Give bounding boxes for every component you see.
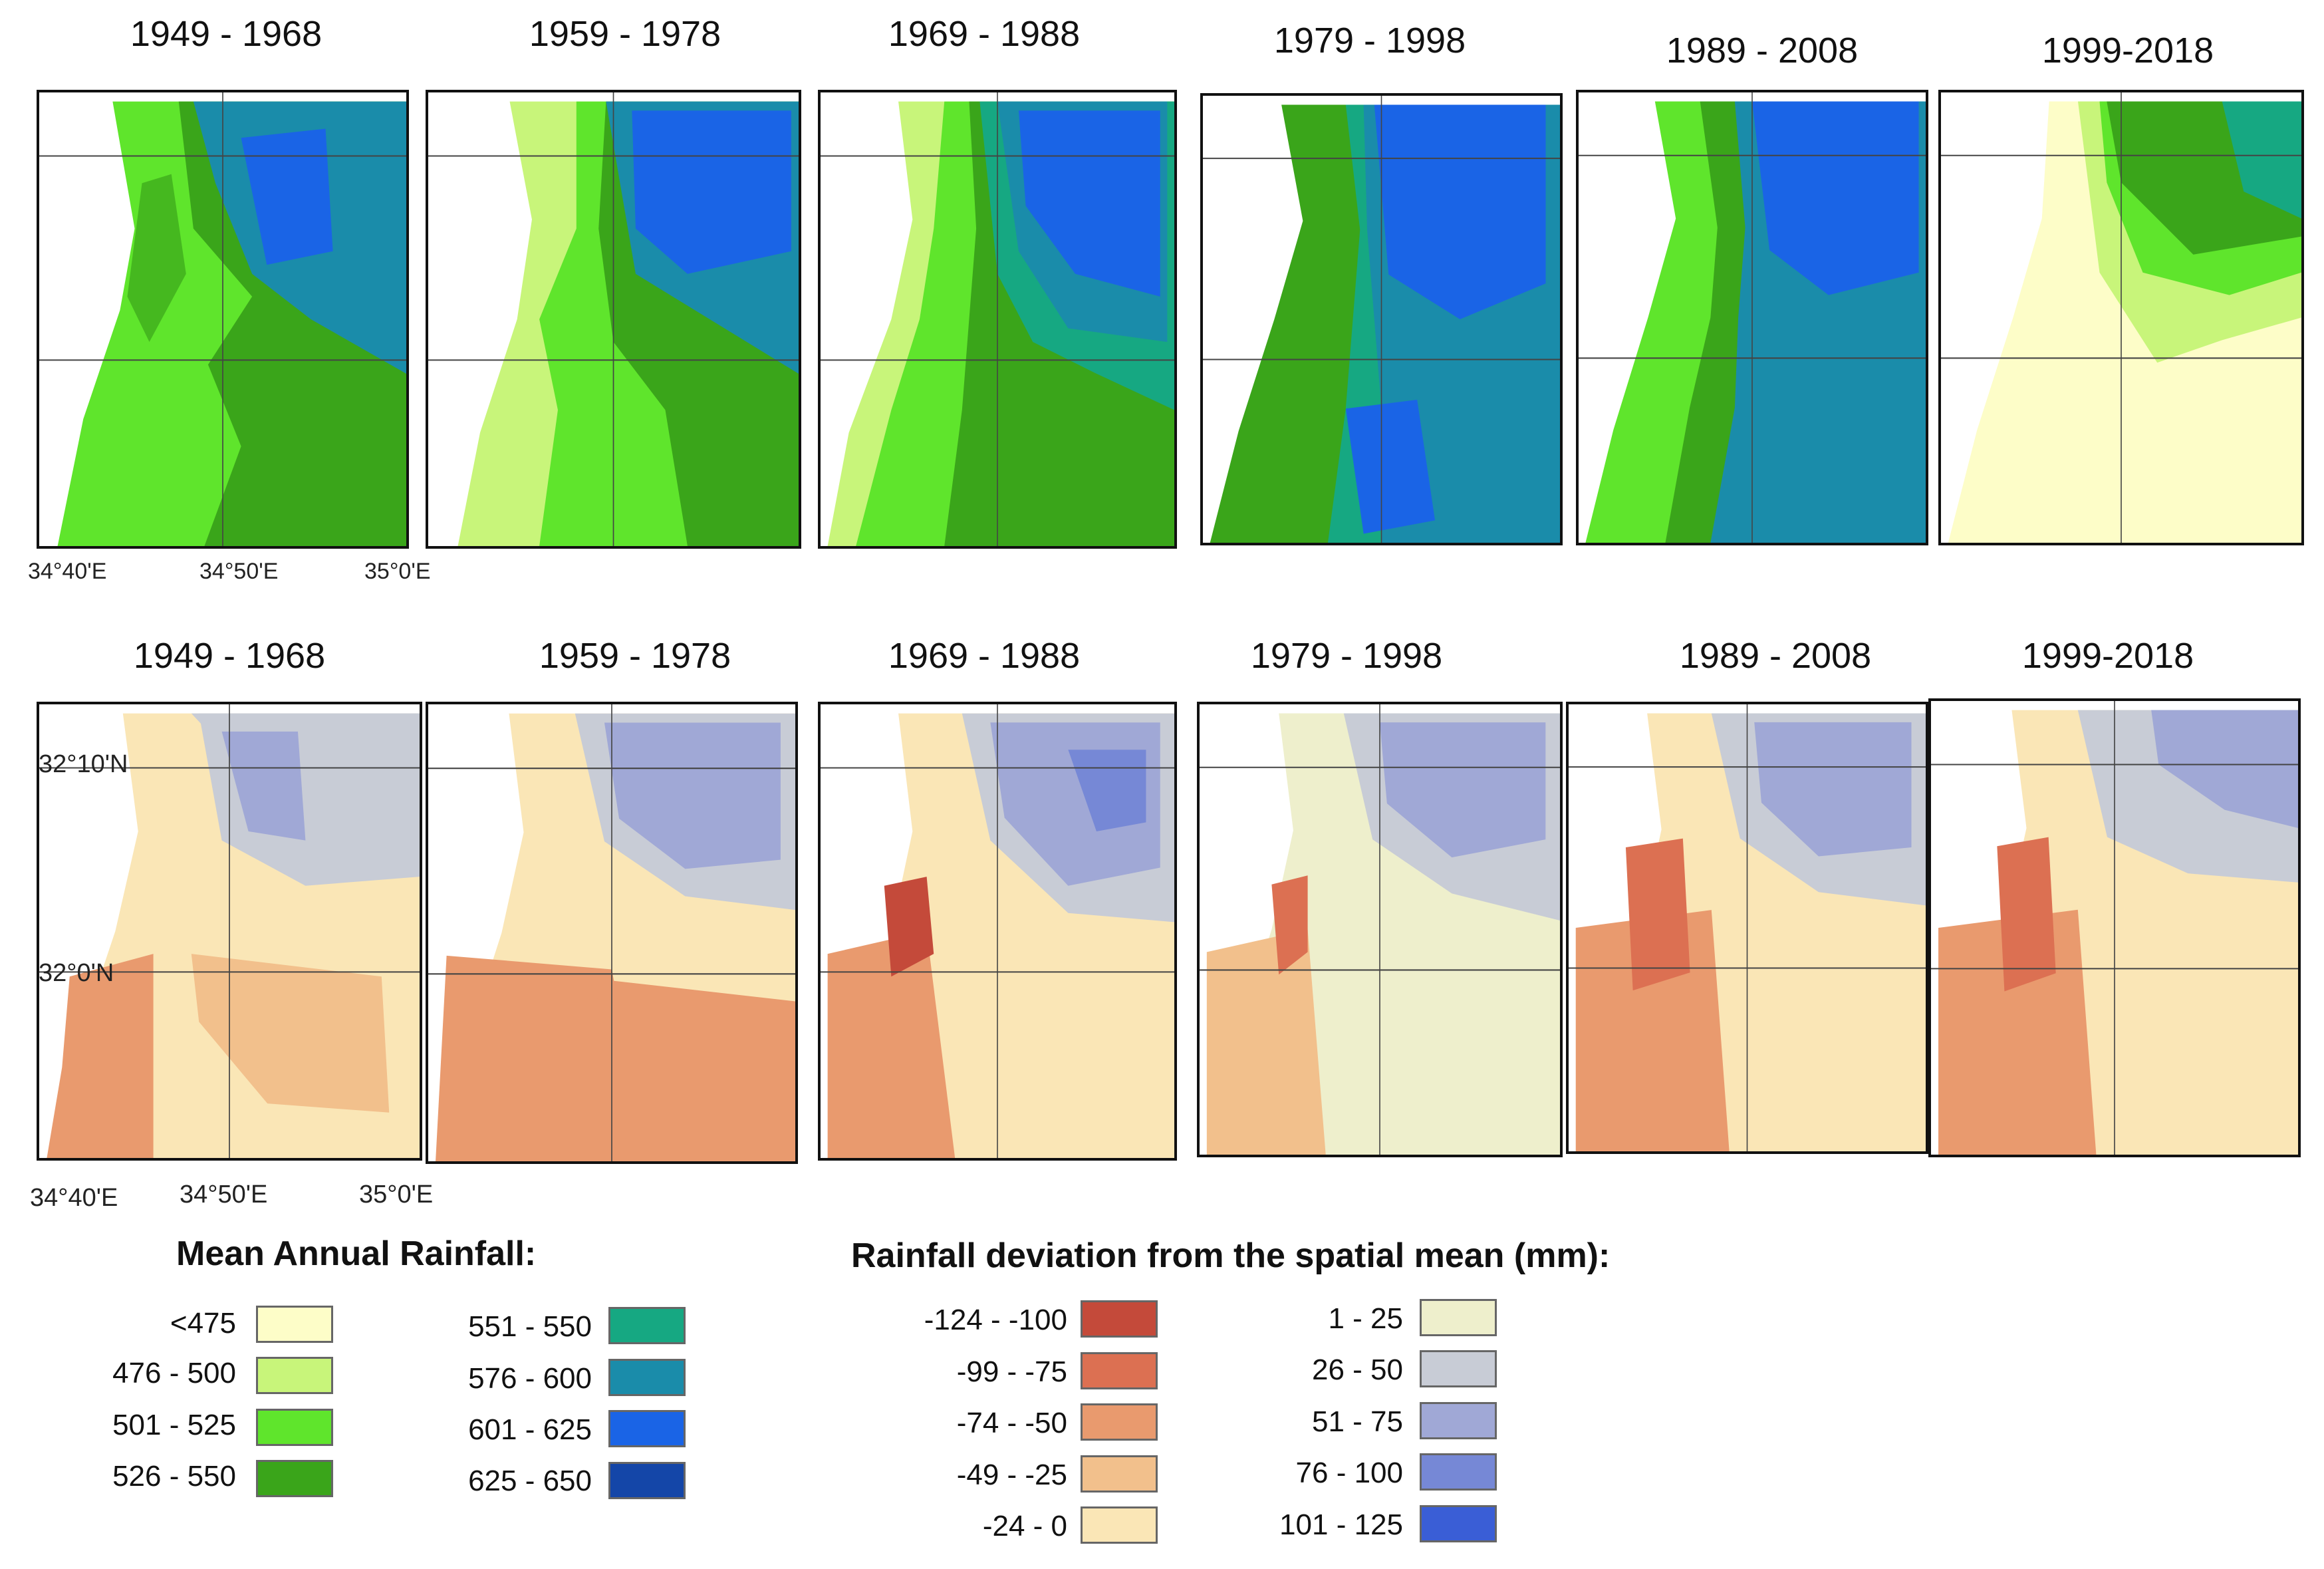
- deviation-legend-label-9: 76 - 100: [1295, 1457, 1403, 1489]
- deviation-legend-title: Rainfall deviation from the spatial mean…: [851, 1236, 1611, 1275]
- bottom-lon-label-1: 34°40'E: [30, 1184, 118, 1212]
- deviation-legend-label-7: 26 - 50: [1312, 1354, 1403, 1386]
- deviation-legend-swatch-9: [1420, 1453, 1497, 1491]
- rainfall-map-1999-2018: [1938, 90, 2304, 545]
- deviation-legend-swatch-10: [1420, 1505, 1497, 1542]
- top-period-4: 1979 - 1998: [1273, 21, 1466, 61]
- deviation-legend-label-10: 101 - 125: [1279, 1508, 1403, 1541]
- deviation-legend-swatch-7: [1420, 1350, 1497, 1387]
- rainfall-map-1979-1998: [1200, 93, 1563, 545]
- deviation-legend-swatch-3: [1081, 1403, 1158, 1441]
- rainfall-legend-swatch-8: [608, 1462, 686, 1499]
- rainfall-map-1989-2008: [1576, 90, 1928, 545]
- deviation-map-1979-1998: [1197, 702, 1563, 1157]
- rainfall-legend-swatch-4: [256, 1460, 333, 1497]
- deviation-map-1949-1968: [37, 702, 422, 1161]
- bottom-period-3: 1969 - 1988: [888, 636, 1081, 676]
- bottom-period-1: 1949 - 1968: [133, 636, 326, 676]
- deviation-legend-swatch-4: [1081, 1455, 1158, 1493]
- deviation-legend-swatch-2: [1081, 1352, 1158, 1389]
- top-period-5: 1989 - 2008: [1666, 31, 1859, 71]
- deviation-map-1989-2008: [1566, 702, 1928, 1154]
- rainfall-legend-swatch-6: [608, 1359, 686, 1396]
- rainfall-legend-label-8: 625 - 650: [468, 1465, 592, 1497]
- rainfall-legend-swatch-7: [608, 1410, 686, 1447]
- top-period-2: 1959 - 1978: [529, 14, 721, 54]
- top-lon-label-3: 35°0'E: [364, 559, 431, 584]
- top-lon-label-1: 34°40'E: [28, 559, 107, 584]
- bottom-period-4: 1979 - 1998: [1250, 636, 1443, 676]
- deviation-legend-swatch-5: [1081, 1506, 1158, 1544]
- bottom-period-5: 1989 - 2008: [1679, 636, 1872, 676]
- top-period-1: 1949 - 1968: [130, 14, 323, 54]
- deviation-legend-label-3: -74 - -50: [956, 1407, 1067, 1439]
- rainfall-legend-label-1: <475: [170, 1307, 236, 1340]
- deviation-map-1999-2018: [1928, 698, 2301, 1157]
- rainfall-legend-title: Mean Annual Rainfall:: [176, 1234, 537, 1273]
- lat-label-1: 32°10'N: [39, 750, 128, 778]
- deviation-legend-label-1: -124 - -100: [924, 1304, 1067, 1336]
- deviation-legend-label-8: 51 - 75: [1312, 1405, 1403, 1438]
- deviation-legend-label-4: -49 - -25: [956, 1459, 1067, 1491]
- rainfall-map-1949-1968: [37, 90, 409, 549]
- bottom-lon-label-2: 34°50'E: [180, 1181, 268, 1209]
- top-lon-label-2: 34°50'E: [199, 559, 279, 584]
- deviation-map-1969-1988: [818, 702, 1177, 1161]
- deviation-legend-label-5: -24 - 0: [982, 1510, 1067, 1542]
- rainfall-legend-swatch-2: [256, 1357, 333, 1394]
- top-period-3: 1969 - 1988: [888, 14, 1081, 54]
- deviation-legend-swatch-8: [1420, 1402, 1497, 1439]
- rainfall-legend-label-6: 576 - 600: [468, 1362, 592, 1395]
- rainfall-legend-label-2: 476 - 500: [112, 1357, 236, 1389]
- bottom-period-6: 1999-2018: [2021, 636, 2194, 676]
- deviation-legend-label-2: -99 - -75: [956, 1355, 1067, 1388]
- top-period-6: 1999-2018: [2041, 31, 2214, 71]
- lat-label-2: 32°0'N: [39, 959, 114, 987]
- rainfall-legend-label-3: 501 - 525: [112, 1409, 236, 1441]
- rainfall-map-1969-1988: [818, 90, 1177, 549]
- bottom-lon-label-3: 35°0'E: [359, 1181, 434, 1209]
- rainfall-legend-label-7: 601 - 625: [468, 1413, 592, 1446]
- rainfall-map-1959-1978: [426, 90, 801, 549]
- rainfall-legend-label-5: 551 - 550: [468, 1310, 592, 1343]
- rainfall-legend-label-4: 526 - 550: [112, 1460, 236, 1493]
- deviation-map-1959-1978: [426, 702, 798, 1164]
- rainfall-legend-swatch-5: [608, 1307, 686, 1344]
- deviation-legend-swatch-1: [1081, 1300, 1158, 1338]
- deviation-legend-swatch-6: [1420, 1299, 1497, 1336]
- rainfall-legend-swatch-1: [256, 1306, 333, 1343]
- bottom-period-2: 1959 - 1978: [539, 636, 731, 676]
- deviation-legend-label-6: 1 - 25: [1328, 1302, 1403, 1335]
- rainfall-legend-swatch-3: [256, 1409, 333, 1446]
